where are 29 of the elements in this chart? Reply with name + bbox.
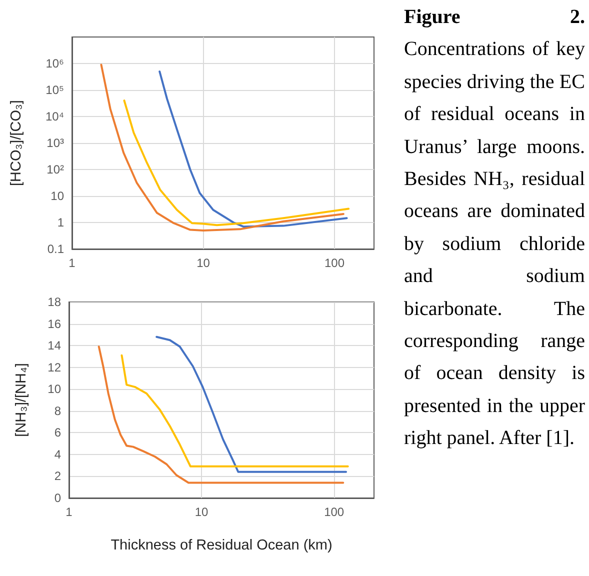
y-tick-label: 10² bbox=[46, 162, 64, 176]
y-tick-label: 16 bbox=[48, 316, 62, 331]
x-tick-label: 1 bbox=[66, 505, 73, 519]
y-tick-label: 0 bbox=[54, 491, 62, 505]
y-tick-label: 2 bbox=[54, 469, 62, 484]
y-tick-label: 10 bbox=[50, 189, 64, 203]
y-tick-label: 6 bbox=[54, 426, 62, 440]
y-tick-label: 10³ bbox=[46, 136, 64, 150]
x-tick-label: 10 bbox=[196, 256, 210, 270]
x-tick-label: 100 bbox=[324, 256, 345, 270]
text: Concentrations of key species driving the EC of residual oceans in Uranus’ large moons. Besides NH₃, residual oceans are dominated by sodium chloride and sodium bicarbonate. The corresponding range of ocean density is presented in the upper right panel. After [1]. bbox=[404, 38, 585, 450]
y-tick-label: 10 bbox=[48, 382, 62, 396]
y-tick-label: 8 bbox=[54, 404, 62, 418]
y-tick-label: 18 bbox=[48, 295, 62, 309]
y-tick-label: 12 bbox=[48, 360, 62, 374]
y-tick-label: 10⁵ bbox=[46, 83, 64, 97]
y-tick-label: 1 bbox=[57, 216, 64, 230]
x-tick-label: 100 bbox=[324, 505, 344, 519]
y-axis-title: [NH₃]/[NH₄] bbox=[14, 363, 30, 437]
text: Figure 2. bbox=[404, 6, 585, 28]
x-axis-title: Thickness of Residual Ocean (km) bbox=[110, 538, 332, 554]
y-tick-label: 0.1 bbox=[47, 242, 64, 256]
x-tick-label: 1 bbox=[68, 256, 76, 270]
y-tick-label: 10⁴ bbox=[45, 110, 64, 124]
y-tick-label: 4 bbox=[54, 447, 62, 462]
y-axis-title: [HCO₃]/[CO₃] bbox=[8, 100, 24, 186]
y-tick-label: 14 bbox=[48, 338, 62, 353]
y-tick-label: 10⁶ bbox=[46, 56, 64, 70]
x-tick-label: 10 bbox=[194, 505, 209, 519]
